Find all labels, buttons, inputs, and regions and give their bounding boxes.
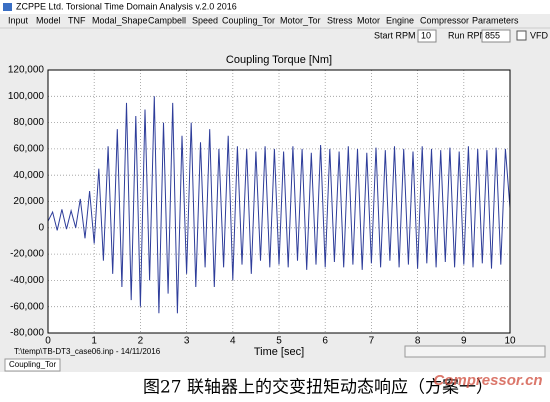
menu-item[interactable]: Parameters bbox=[472, 15, 519, 25]
y-tick-label: -60,000 bbox=[10, 301, 44, 312]
status-file: T:\temp\TB-DT3_case06.inp - 14/11/2016 bbox=[14, 347, 161, 356]
menu-item[interactable]: TNF bbox=[68, 15, 86, 25]
menu-item[interactable]: Model bbox=[36, 15, 61, 25]
y-tick-label: 60,000 bbox=[13, 144, 44, 155]
start-rpm-value[interactable]: 10 bbox=[421, 30, 431, 40]
start-rpm-label: Start RPM bbox=[374, 30, 416, 40]
menu-item[interactable]: Modal_Shape bbox=[92, 15, 148, 25]
window-title: ZCPPE Ltd. Torsional Time Domain Analysi… bbox=[16, 1, 237, 11]
menu-item[interactable]: Motor bbox=[357, 15, 380, 25]
plot-border bbox=[47, 69, 511, 334]
menu-item[interactable]: Input bbox=[8, 15, 29, 25]
run-rpm-value[interactable]: 855 bbox=[485, 30, 500, 40]
x-tick-label: 4 bbox=[230, 336, 236, 347]
y-tick-label: -80,000 bbox=[10, 328, 44, 339]
torque-line bbox=[47, 96, 511, 314]
x-tick-label: 6 bbox=[322, 336, 328, 347]
x-tick-label: 9 bbox=[461, 336, 467, 347]
x-tick-label: 3 bbox=[184, 336, 190, 347]
menu-item[interactable]: Motor_Tor bbox=[280, 15, 321, 25]
x-tick-label: 7 bbox=[369, 336, 375, 347]
chart-title: Coupling Torque [Nm] bbox=[226, 54, 332, 66]
status-box bbox=[404, 345, 546, 358]
menu-item[interactable]: Stress bbox=[327, 15, 353, 25]
x-tick-label: 1 bbox=[91, 336, 97, 347]
y-tick-label: 20,000 bbox=[13, 196, 44, 207]
run-rpm-label: Run RPM bbox=[448, 30, 487, 40]
caption: 图27 联轴器上的交变扭矩动态响应（方案一） bbox=[143, 378, 493, 398]
y-tick-label: 0 bbox=[38, 222, 44, 233]
x-axis-label: Time [sec] bbox=[254, 346, 304, 358]
app-icon bbox=[3, 3, 12, 11]
y-tick-label: 120,000 bbox=[8, 65, 45, 76]
vfd-checkbox[interactable] bbox=[516, 30, 527, 41]
x-tick-label: 2 bbox=[138, 336, 144, 347]
x-tick-label: 5 bbox=[276, 336, 282, 347]
y-tick-label: -40,000 bbox=[10, 275, 44, 286]
y-tick-label: 80,000 bbox=[13, 117, 44, 128]
menu-item[interactable]: Speed bbox=[192, 15, 218, 25]
vfd-label: VFD bbox=[530, 30, 549, 40]
menu-item[interactable]: Compressor bbox=[420, 15, 469, 25]
menu-item[interactable]: Campbell bbox=[148, 15, 186, 25]
y-tick-label: 100,000 bbox=[8, 91, 45, 102]
x-tick-label: 0 bbox=[45, 336, 51, 347]
y-tick-label: 40,000 bbox=[13, 170, 44, 181]
menu-item[interactable]: Coupling_Tor bbox=[222, 15, 275, 25]
title-bar bbox=[0, 0, 550, 14]
watermark: Compressor.cn bbox=[433, 372, 542, 389]
y-tick-label: -20,000 bbox=[10, 249, 44, 260]
tab-label[interactable]: Coupling_Tor bbox=[9, 360, 56, 369]
menu-item[interactable]: Engine bbox=[386, 15, 414, 25]
tab[interactable] bbox=[4, 358, 61, 372]
run-rpm-input[interactable] bbox=[481, 29, 511, 43]
start-rpm-input[interactable] bbox=[417, 29, 437, 43]
x-tick-label: 8 bbox=[415, 336, 421, 347]
x-tick-label: 10 bbox=[504, 336, 516, 347]
